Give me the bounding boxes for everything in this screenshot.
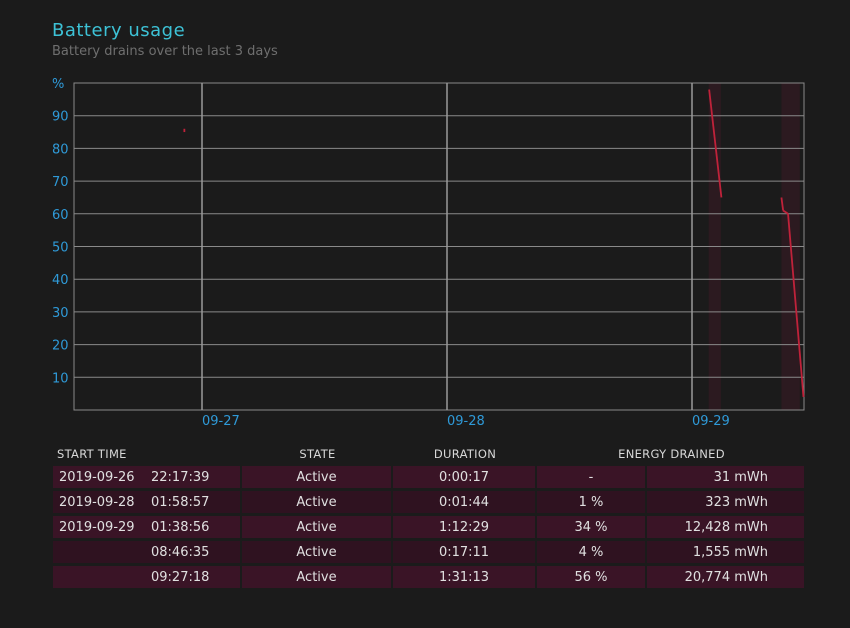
state-cell: Active xyxy=(242,566,393,588)
battery-drain-segment xyxy=(782,209,789,215)
y-tick-label: 90 xyxy=(52,110,69,125)
y-tick-label: 30 xyxy=(52,306,69,321)
duration-cell: 0:17:11 xyxy=(393,541,537,563)
y-tick-label: 20 xyxy=(52,339,69,354)
start-date: 2019-09-29 xyxy=(59,519,135,535)
x-tick-label: 09-28 xyxy=(447,414,485,429)
start-time: 22:17:39 xyxy=(151,469,210,485)
battery-drain-segment xyxy=(708,89,723,198)
header-duration: DURATION xyxy=(433,447,497,461)
table-row: 09:27:18 Active 1:31:13 56 % 20,774 mWh xyxy=(53,566,806,588)
battery-drain-segment xyxy=(787,213,805,397)
page-title: Battery usage xyxy=(52,20,186,41)
state-cell: Active xyxy=(242,516,393,538)
start-date: 2019-09-26 xyxy=(59,469,135,485)
start-time-cell: 09:27:18 xyxy=(53,566,242,588)
header-state: STATE xyxy=(299,447,336,461)
start-time-cell: 08:46:35 xyxy=(53,541,242,563)
battery-usage-chart: % 10 20 30 40 50 60 70 80 90 09-27 09-28 09-29 xyxy=(52,77,805,429)
start-time-cell: 2019-09-26 22:17:39 xyxy=(53,466,242,488)
x-tick-label: 09-27 xyxy=(202,414,240,429)
duration-cell: 1:31:13 xyxy=(393,566,537,588)
table-row: 08:46:35 Active 0:17:11 4 % 1,555 mWh xyxy=(53,541,806,563)
y-tick-label: 10 xyxy=(52,371,69,386)
start-time-cell: 2019-09-28 01:58:57 xyxy=(53,491,242,513)
start-date: 2019-09-28 xyxy=(59,494,135,510)
duration-cell: 0:00:17 xyxy=(393,466,537,488)
page-subtitle: Battery drains over the last 3 days xyxy=(52,44,278,59)
header-start-time: START TIME xyxy=(57,447,127,461)
state-cell: Active xyxy=(242,541,393,563)
energy-percent-cell: 4 % xyxy=(537,541,647,563)
energy-percent-cell: 56 % xyxy=(537,566,647,588)
y-tick-label: 50 xyxy=(52,241,69,256)
battery-drains-table: START TIME STATE DURATION ENERGY DRAINED… xyxy=(53,442,806,591)
duration-cell: 1:12:29 xyxy=(393,516,537,538)
chart-series xyxy=(183,89,805,397)
energy-percent-cell: 34 % xyxy=(537,516,647,538)
x-axis-labels: 09-27 09-28 09-29 xyxy=(202,414,730,429)
battery-drain-segment xyxy=(780,197,785,211)
start-time: 01:38:56 xyxy=(151,519,210,535)
table-row: 2019-09-26 22:17:39 Active 0:00:17-31 mWh xyxy=(53,466,806,488)
table-row: 2019-09-29 01:38:56 Active 1:12:29 34 % 12,42… xyxy=(53,516,806,538)
y-axis-labels: % 10 20 30 40 50 60 70 80 90 xyxy=(52,77,69,386)
energy-mwh-cell: 323 mWh xyxy=(647,491,806,513)
state-cell: Active xyxy=(242,466,393,488)
energy-mwh-cell: 1,555 mWh xyxy=(647,541,806,563)
start-time-cell: 2019-09-29 01:38:56 xyxy=(53,516,242,538)
energy-mwh-cell: 12,428 mWh xyxy=(647,516,806,538)
start-time: 09:27:18 xyxy=(151,569,210,585)
table-row: 2019-09-28 01:58:57 Active 0:01:44 1 % 323 mW… xyxy=(53,491,806,513)
energy-mwh-cell: 20,774 mWh xyxy=(647,566,806,588)
energy-mwh-cell: 31 mWh xyxy=(647,466,806,488)
y-tick-label: 40 xyxy=(52,273,69,288)
header-energy-drained: ENERGY DRAINED xyxy=(618,447,725,461)
x-tick-label: 09-29 xyxy=(692,414,730,429)
y-tick-label: 80 xyxy=(52,142,69,157)
energy-percent-cell: - xyxy=(537,466,647,488)
y-axis-unit-label: % xyxy=(52,77,64,92)
table-header-row: START TIME STATE DURATION ENERGY DRAINED xyxy=(53,445,806,463)
state-cell: Active xyxy=(242,491,393,513)
duration-cell: 0:01:44 xyxy=(393,491,537,513)
start-time: 01:58:57 xyxy=(151,494,210,510)
energy-percent-cell: 1 % xyxy=(537,491,647,513)
y-tick-label: 60 xyxy=(52,208,69,223)
chart-grid xyxy=(73,82,805,411)
y-tick-label: 70 xyxy=(52,175,69,190)
start-time: 08:46:35 xyxy=(151,544,210,560)
